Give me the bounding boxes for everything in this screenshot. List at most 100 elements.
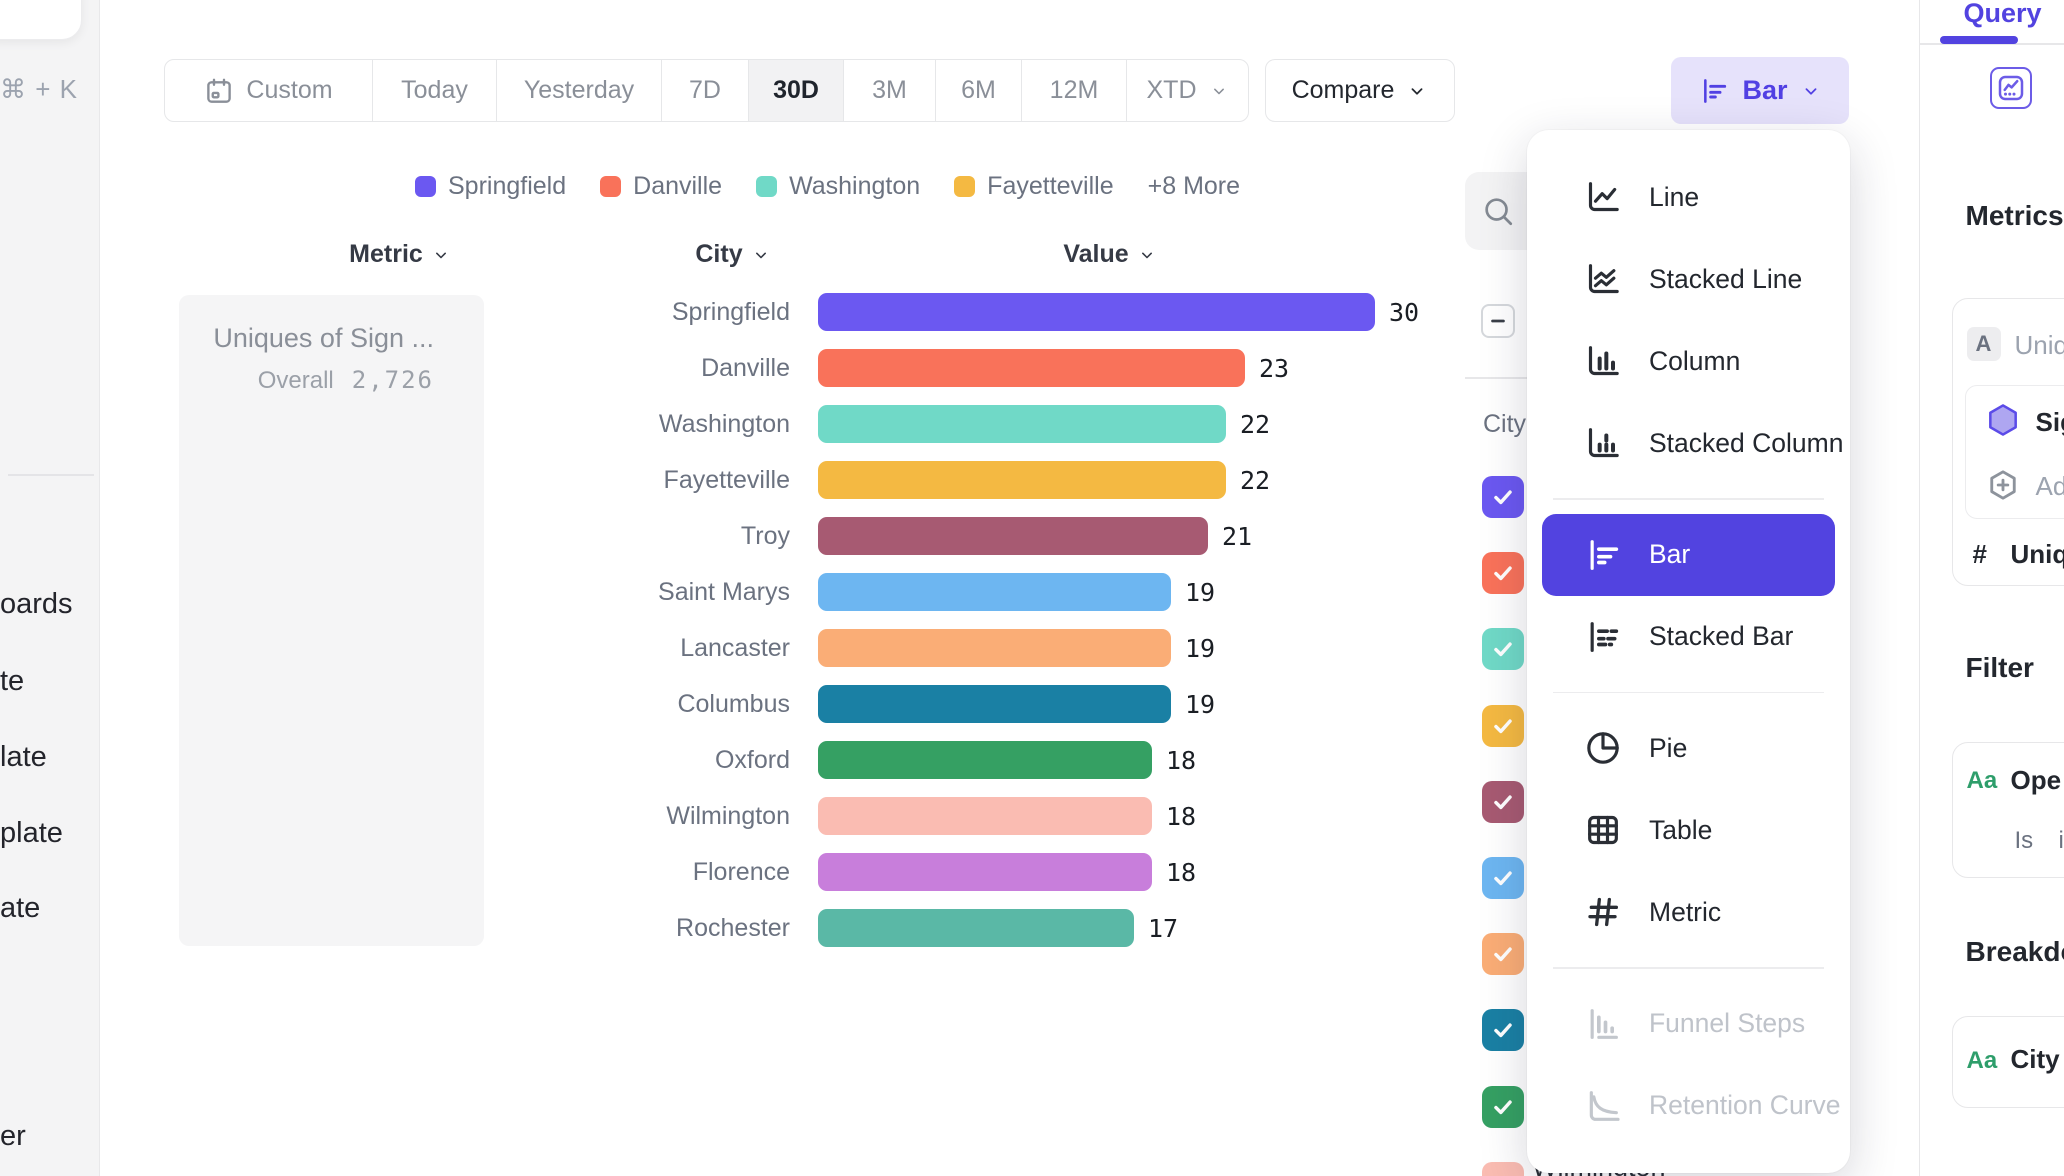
legend-swatch <box>415 176 436 197</box>
date-range-3m[interactable]: 3M <box>844 60 936 121</box>
date-range-custom[interactable]: Custom <box>165 60 373 121</box>
legend-item-fayetteville[interactable]: Fayetteville <box>954 172 1114 201</box>
menu-item-label: Stacked Bar <box>1649 621 1794 651</box>
metric-header-label: Metric <box>349 240 423 268</box>
sidebar-item-fragment[interactable]: ate <box>0 892 41 924</box>
legend-more[interactable]: +8 More <box>1147 172 1241 200</box>
column-header-value[interactable]: Value <box>1010 240 1210 269</box>
bar-category-label: Lancaster <box>680 633 790 662</box>
chart-legend: Springfield Danville Washington Fayettevill… <box>415 172 1240 201</box>
sidebar-item-fragment[interactable]: er <box>0 1120 26 1152</box>
date-range-today[interactable]: Today <box>373 60 497 121</box>
date-range-yesterday[interactable]: Yesterday <box>497 60 662 121</box>
menu-item-label: Stacked Line <box>1649 263 1803 294</box>
metrics-card[interactable]: A Uniq Sig Ad # Uniqu <box>1951 298 2064 586</box>
sidebar-item-fragment[interactable]: late <box>0 741 47 773</box>
stacked-bar-chart-icon <box>1583 617 1623 657</box>
chart-row-columbus: Columbus 19 <box>500 685 1215 723</box>
series-checkbox[interactable] <box>1482 628 1524 670</box>
chart-type-mini-button[interactable] <box>1989 67 2032 109</box>
menu-item-retention-curve: Retention Curve <box>1527 1065 1850 1147</box>
series-checkbox[interactable] <box>1482 1162 1524 1176</box>
metric-overall: Overall 2,726 <box>179 366 434 395</box>
select-all-checkbox[interactable] <box>1481 304 1515 338</box>
overall-value: 2,726 <box>351 366 434 394</box>
series-checkbox[interactable] <box>1482 933 1524 975</box>
series-checkbox[interactable] <box>1482 705 1524 747</box>
date-range-label: XTD <box>1146 76 1197 104</box>
minus-icon <box>1485 308 1511 334</box>
menu-item-column[interactable]: Column <box>1527 320 1850 402</box>
signal-card[interactable]: Sig Ad <box>1964 385 2064 519</box>
column-header-city[interactable]: City <box>633 240 833 269</box>
date-range-30d[interactable]: 30D <box>749 60 844 121</box>
legend-label: Fayetteville <box>987 172 1114 200</box>
overall-label: Overall <box>257 367 334 394</box>
sidebar-item-fragment[interactable]: te <box>0 665 25 697</box>
menu-item-bar[interactable]: Bar <box>1542 513 1835 596</box>
series-checkbox[interactable] <box>1482 552 1524 594</box>
bar-rochester[interactable] <box>818 909 1134 947</box>
bar-category-label: Rochester <box>676 913 790 942</box>
bar-category-label: Troy <box>740 521 790 550</box>
menu-item-table[interactable]: Table <box>1527 789 1850 871</box>
chevron-down-icon <box>751 245 771 265</box>
filter-name: Ope <box>2010 765 2062 795</box>
chart-row-wilmington: Wilmington 18 <box>500 797 1196 835</box>
date-range-12m[interactable]: 12M <box>1022 60 1127 121</box>
series-checkbox[interactable] <box>1482 476 1524 518</box>
bar-lancaster[interactable] <box>818 629 1171 667</box>
bar-columbus[interactable] <box>818 685 1171 723</box>
sidebar-item-fragment[interactable]: plate <box>0 817 63 849</box>
menu-item-label: Funnel Steps <box>1649 1008 1806 1038</box>
series-checkbox[interactable] <box>1482 1009 1524 1051</box>
bar-value-label: 22 <box>1240 465 1271 495</box>
keyboard-shortcut-hint: ⌘ + K <box>0 74 78 104</box>
menu-item-label: Bar <box>1649 539 1691 569</box>
sidebar-item-fragment[interactable]: oards <box>0 588 73 620</box>
bar-saint-marys[interactable] <box>818 573 1171 611</box>
bar-value-label: 17 <box>1148 913 1179 943</box>
menu-item-label: Metric <box>1649 896 1722 927</box>
date-range-6m[interactable]: 6M <box>936 60 1022 121</box>
series-checkbox[interactable] <box>1482 857 1524 899</box>
legend-item-washington[interactable]: Washington <box>756 172 920 201</box>
series-checkbox[interactable] <box>1482 781 1524 823</box>
menu-item-stacked-column[interactable]: Stacked Column <box>1527 402 1850 484</box>
bar-troy[interactable] <box>818 517 1208 555</box>
bar-fayetteville[interactable] <box>818 461 1226 499</box>
date-range-7d[interactable]: 7D <box>662 60 749 121</box>
date-range-xtd[interactable]: XTD <box>1127 60 1248 121</box>
menu-divider <box>1553 691 1824 693</box>
menu-item-metric[interactable]: Metric <box>1527 871 1850 953</box>
menu-item-stacked-line[interactable]: Stacked Line <box>1527 238 1850 320</box>
column-chart-icon <box>1583 341 1623 381</box>
column-header-metric[interactable]: Metric <box>300 240 500 269</box>
breakdown-type-badge: Aa <box>1966 1047 1998 1074</box>
line-chart-box-icon <box>1996 73 2026 103</box>
date-range-label: 7D <box>689 76 721 104</box>
bar-wilmington[interactable] <box>818 797 1152 835</box>
series-checkbox[interactable] <box>1482 1086 1524 1128</box>
legend-item-springfield[interactable]: Springfield <box>415 172 566 201</box>
metric-card[interactable]: Uniques of Sign ... Overall 2,726 <box>179 295 484 946</box>
add-hexagon-icon[interactable] <box>1985 467 2021 503</box>
compare-button[interactable]: Compare <box>1265 59 1455 122</box>
menu-item-stacked-bar[interactable]: Stacked Bar <box>1527 596 1850 678</box>
breakdown-card[interactable]: Aa City <box>1951 1016 2064 1108</box>
measure-hash: # <box>1972 539 1987 569</box>
menu-item-line[interactable]: Line <box>1527 156 1850 238</box>
menu-item-pie[interactable]: Pie <box>1527 707 1850 789</box>
bar-value-label: 19 <box>1185 633 1216 663</box>
bar-danville[interactable] <box>818 349 1245 387</box>
bar-springfield[interactable] <box>818 293 1375 331</box>
bar-washington[interactable] <box>818 405 1226 443</box>
legend-item-danville[interactable]: Danville <box>600 172 722 201</box>
filter-card[interactable]: Aa Ope Is i <box>1951 742 2064 878</box>
tab-query[interactable]: Query <box>1963 0 2042 28</box>
bar-florence[interactable] <box>818 853 1152 891</box>
bar-oxford[interactable] <box>818 741 1152 779</box>
date-range-label: 12M <box>1049 76 1099 104</box>
menu-item-funnel-steps: Funnel Steps <box>1527 983 1850 1065</box>
chart-type-button[interactable]: Bar <box>1671 57 1849 124</box>
